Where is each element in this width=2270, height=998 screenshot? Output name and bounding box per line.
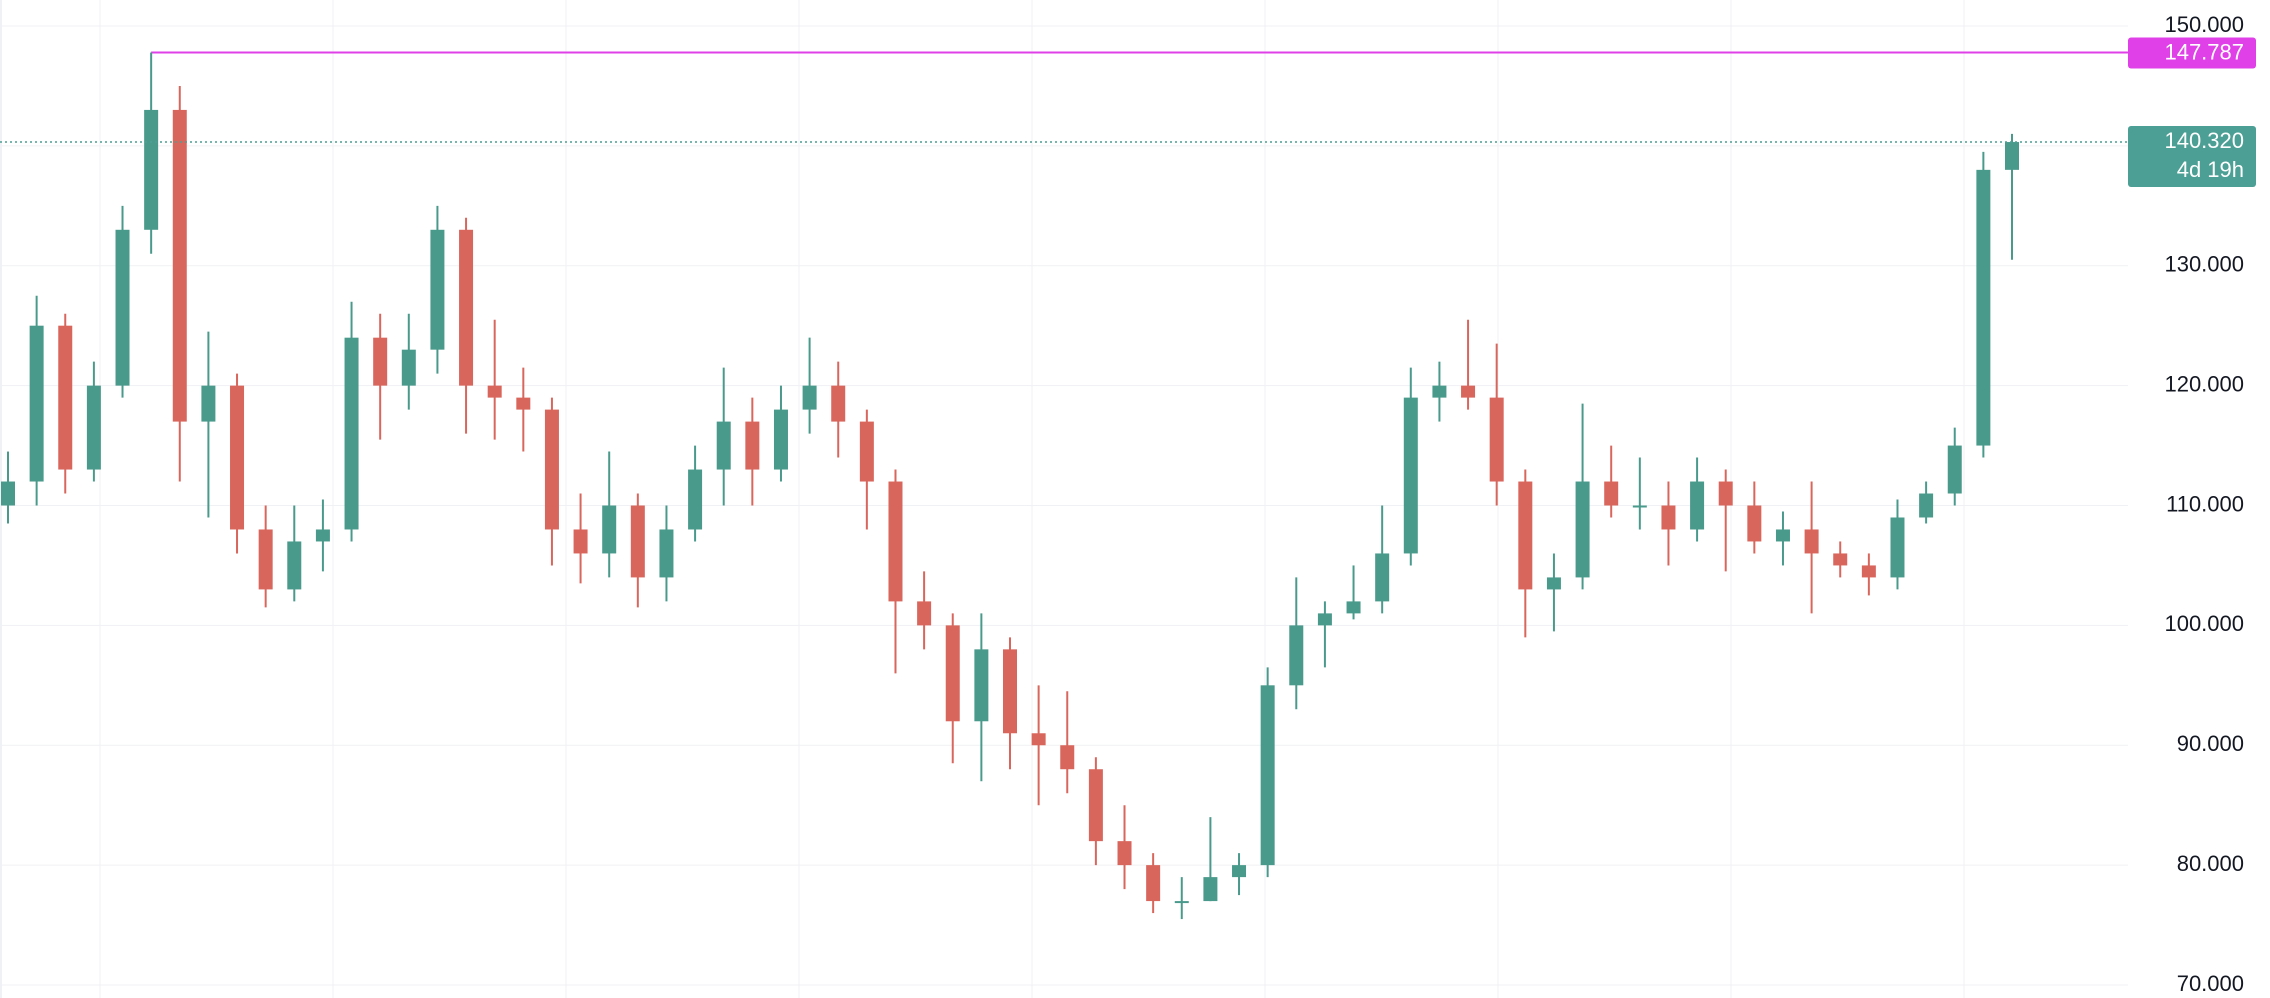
- max-price-label: 147.787: [2164, 39, 2244, 64]
- candle-body: [974, 649, 989, 722]
- candle-body: [1232, 865, 1247, 878]
- candle-body: [1546, 577, 1561, 590]
- candle-body: [430, 229, 445, 350]
- candle-body: [1718, 481, 1733, 506]
- candle-body: [1031, 733, 1046, 746]
- candle-body: [802, 385, 817, 410]
- candle-body: [1088, 769, 1103, 842]
- candle-body: [1604, 481, 1619, 506]
- candle-body: [1804, 529, 1819, 554]
- candle-body: [1833, 553, 1848, 566]
- candle-body: [201, 385, 216, 422]
- candle-body: [544, 409, 559, 530]
- candle-body: [917, 601, 932, 626]
- candle-body: [1661, 505, 1676, 530]
- candle-body: [773, 409, 788, 470]
- candle-body: [1976, 169, 1991, 446]
- candle-body: [459, 229, 474, 386]
- y-tick-label: 150.000: [2164, 12, 2244, 37]
- candle-body: [688, 469, 703, 530]
- candle-body: [1317, 613, 1332, 626]
- y-tick-label: 130.000: [2164, 252, 2244, 277]
- candle-body: [831, 385, 846, 422]
- candle-body: [1947, 445, 1962, 494]
- candle-body: [315, 529, 330, 542]
- candle-body: [1461, 385, 1476, 398]
- candle-body: [29, 325, 44, 482]
- candle-body: [1861, 565, 1876, 578]
- candle-body: [1919, 493, 1934, 518]
- candle-body: [1174, 901, 1189, 904]
- candle-body: [258, 529, 273, 590]
- candle-body: [1060, 745, 1075, 770]
- candle-body: [716, 421, 731, 470]
- candle-body: [487, 385, 502, 398]
- y-tick-label: 90.000: [2177, 731, 2244, 756]
- candle-body: [144, 109, 159, 230]
- candle-body: [1146, 865, 1161, 902]
- candle-body: [1375, 553, 1390, 602]
- candle-body: [1346, 601, 1361, 614]
- candle-body: [1117, 841, 1132, 866]
- candle-body: [573, 529, 588, 554]
- candle-body: [1632, 505, 1647, 508]
- candle-body: [1575, 481, 1590, 578]
- candle-body: [1260, 685, 1275, 866]
- candle-body: [1690, 481, 1705, 530]
- y-tick-label: 70.000: [2177, 971, 2244, 996]
- candle-body: [344, 337, 359, 530]
- candle-body: [1489, 397, 1504, 482]
- candle-body: [1003, 649, 1017, 734]
- y-tick-label: 100.000: [2164, 611, 2244, 636]
- y-tick-label: 80.000: [2177, 851, 2244, 876]
- last-price-box: [2128, 126, 2256, 188]
- candle-body: [945, 625, 960, 722]
- candle-body: [1775, 529, 1790, 542]
- candle-body: [516, 397, 531, 410]
- countdown-label: 4d 19h: [2177, 157, 2244, 182]
- candle-body: [630, 505, 645, 578]
- candle-body: [58, 325, 73, 470]
- candle-body: [401, 349, 416, 386]
- candle-body: [1432, 385, 1447, 398]
- candle-body: [745, 421, 760, 470]
- candle-body: [1289, 625, 1304, 686]
- candle-body: [86, 385, 101, 470]
- candle-body: [373, 337, 388, 386]
- max-price-box: [2128, 37, 2256, 69]
- candle-body: [1890, 517, 1905, 578]
- candle-body: [1518, 481, 1533, 590]
- candle-body: [602, 505, 617, 554]
- candle-body: [1, 481, 15, 506]
- candle-body: [2005, 142, 2019, 170]
- candle-body: [1203, 877, 1218, 902]
- candle-body: [659, 529, 674, 578]
- candle-body: [172, 109, 187, 422]
- candle-body: [115, 229, 130, 386]
- y-tick-label: 110.000: [2166, 491, 2244, 516]
- candle-body: [1403, 397, 1418, 554]
- candle-body: [859, 421, 874, 482]
- candle-body: [287, 541, 302, 590]
- candle-body: [230, 385, 245, 530]
- candle-body: [888, 481, 903, 602]
- y-tick-label: 120.000: [2164, 371, 2244, 396]
- last-price-label: 140.320: [2164, 128, 2244, 153]
- candle-body: [1747, 505, 1762, 542]
